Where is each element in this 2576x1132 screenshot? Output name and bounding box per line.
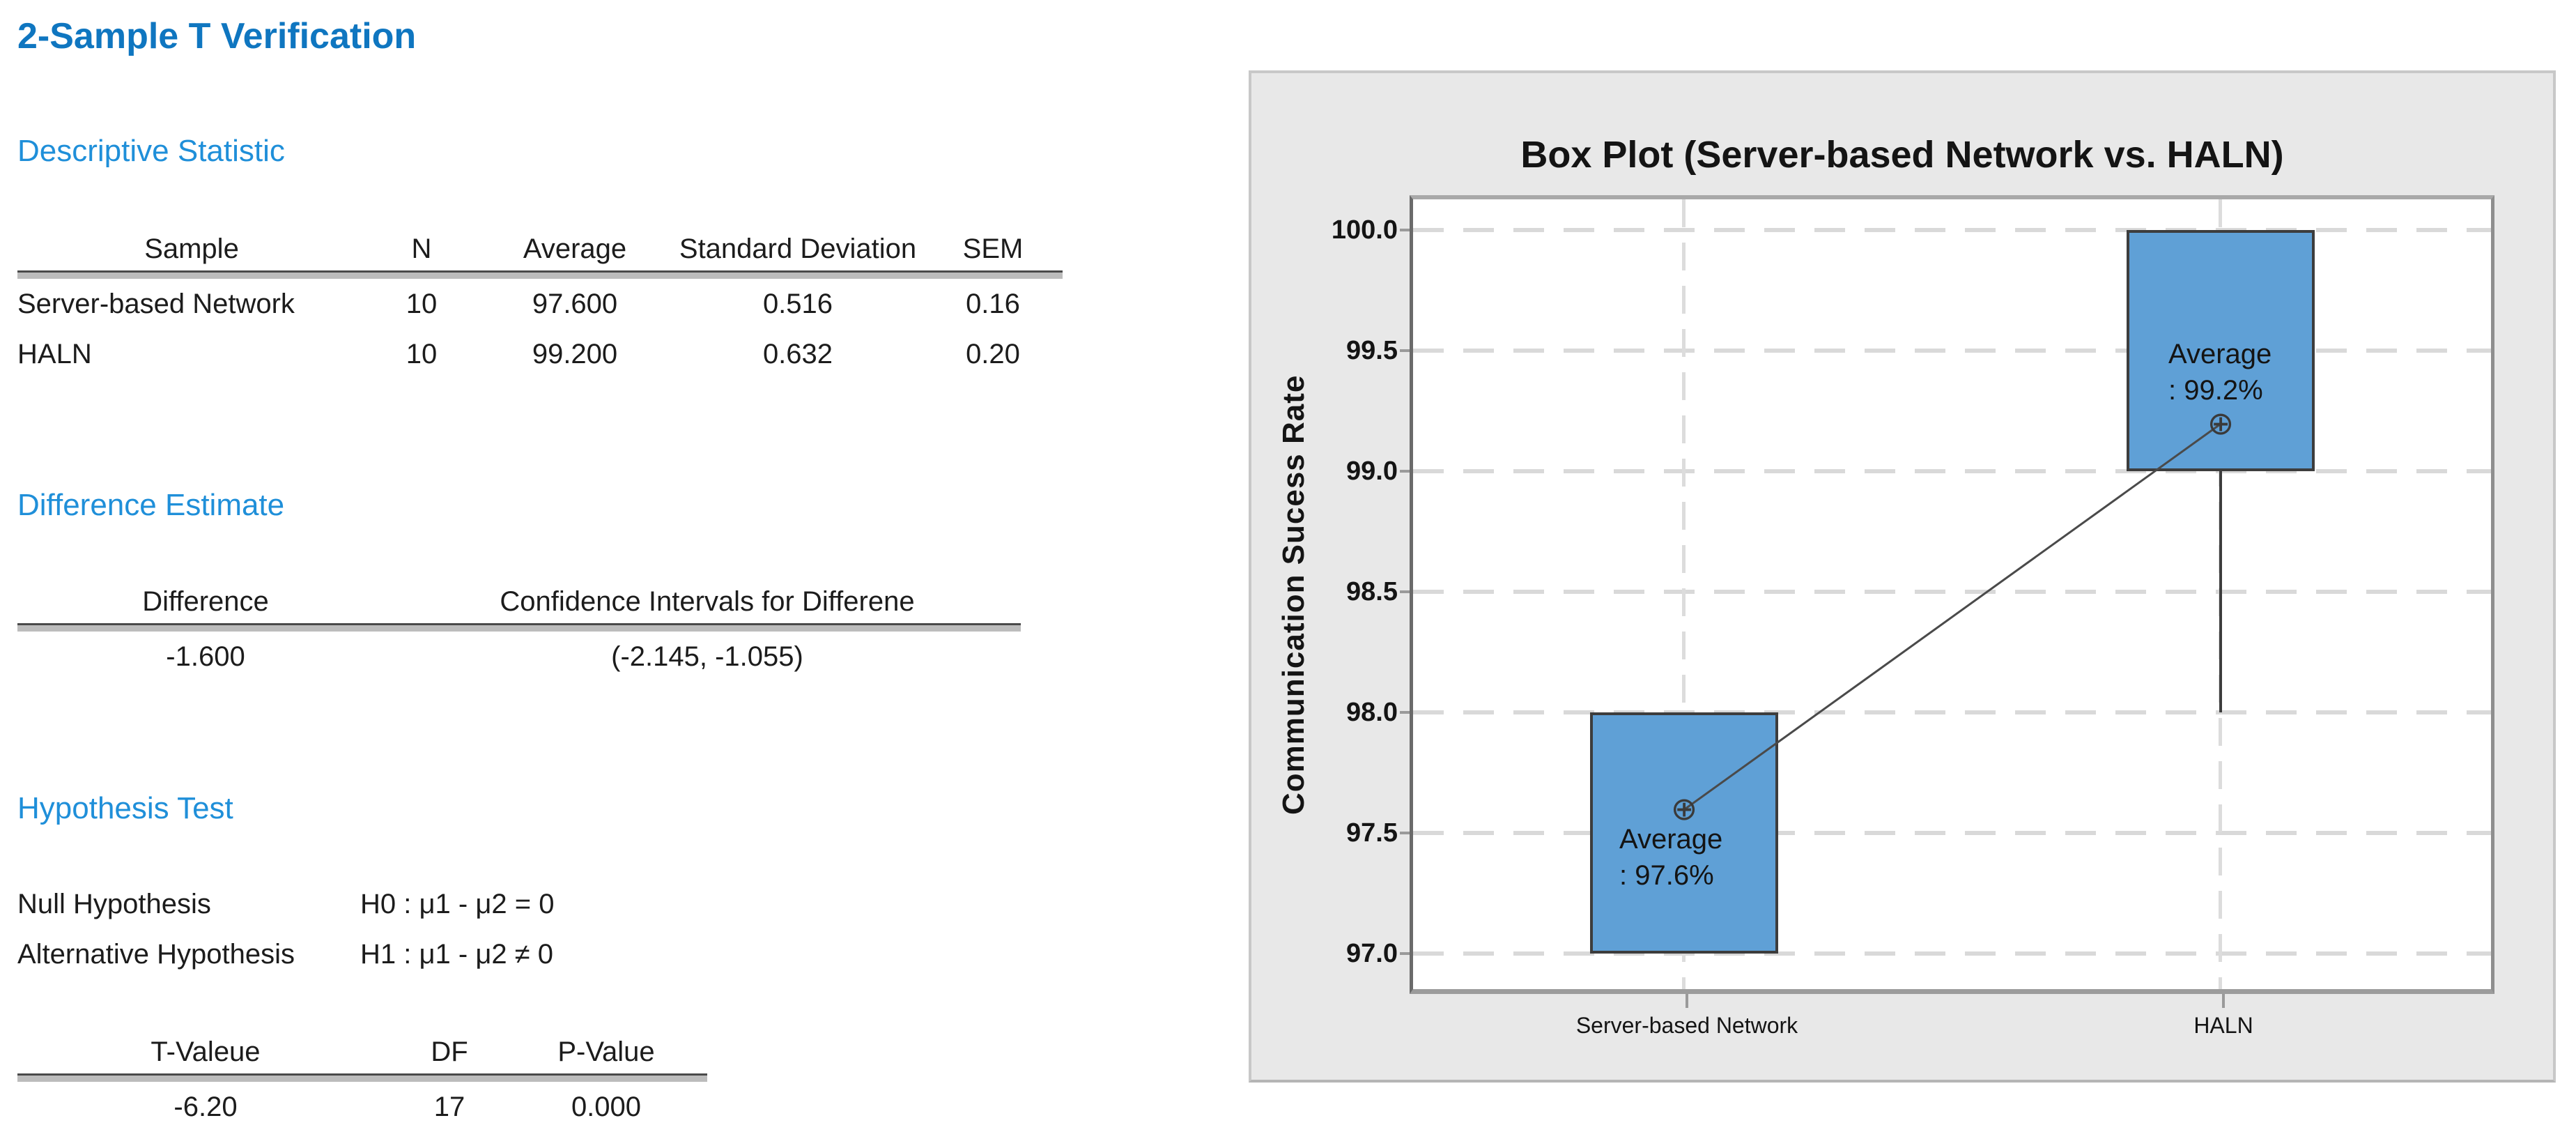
cell-n: 10 <box>406 288 438 319</box>
y-tick-mark <box>1400 229 1410 231</box>
column-header-tvalue: T-Valeue <box>151 1037 261 1067</box>
y-tick-mark <box>1400 349 1410 352</box>
y-tick-label: 97.5 <box>1346 818 1398 848</box>
cell-difference: -1.600 <box>166 641 245 672</box>
y-tick-mark <box>1400 711 1410 714</box>
y-tick-label: 98.0 <box>1346 698 1398 727</box>
y-tick-mark <box>1400 832 1410 834</box>
cell-n: 10 <box>406 338 438 369</box>
column-header-sample: Sample <box>144 234 239 264</box>
gridline-97.0 <box>1413 951 2491 956</box>
column-header-difference: Difference <box>142 586 269 617</box>
annotation-haln-average: Average : 99.2% <box>2168 336 2272 408</box>
average-connector-line <box>1683 422 2222 811</box>
gridline-98.5 <box>1413 590 2491 594</box>
y-tick-label: 99.5 <box>1346 336 1398 365</box>
cell-sem: 0.20 <box>966 338 1020 369</box>
header-rule <box>17 623 1021 632</box>
alternative-hypothesis-label: Alternative Hypothesis <box>17 938 295 970</box>
annotation-line: : 97.6% <box>1619 860 1714 891</box>
cell-tvalue: -6.20 <box>173 1091 238 1122</box>
cell-average: 99.200 <box>532 338 618 369</box>
y-tick-mark <box>1400 590 1410 593</box>
annotation-line: : 99.2% <box>2168 375 2263 406</box>
cell-stddev: 0.516 <box>762 288 833 319</box>
column-header-n: N <box>411 234 432 264</box>
cell-sem: 0.16 <box>966 288 1020 319</box>
gridline-98.0 <box>1413 710 2491 714</box>
box-haln <box>2127 230 2315 471</box>
y-tick-label: 100.0 <box>1331 215 1398 245</box>
page-title: 2-Sample T Verification <box>17 16 417 56</box>
null-hypothesis-row: Null Hypothesis H0 : μ1 - μ2 = 0 <box>17 885 554 923</box>
table-header-row: Sample N Average Standard Deviation SEM <box>17 227 1063 270</box>
chart-title: Box Plot (Server-based Network vs. HALN) <box>1520 134 2284 176</box>
gridline-97.5 <box>1413 831 2491 835</box>
y-tick-label: 99.0 <box>1346 457 1398 486</box>
annotation-line: Average <box>2168 339 2272 369</box>
section-heading-hypothesis: Hypothesis Test <box>17 791 233 825</box>
table-row: -1.600 (-2.145, -1.055) <box>17 632 1021 682</box>
cell-average: 97.600 <box>532 288 618 319</box>
gridline-100.0 <box>1413 228 2491 232</box>
cell-pvalue: 0.000 <box>571 1091 642 1122</box>
header-rule <box>17 270 1063 279</box>
cell-ci: (-2.145, -1.055) <box>611 641 803 672</box>
section-heading-difference: Difference Estimate <box>17 488 285 522</box>
gridline-99.0 <box>1413 469 2491 473</box>
section-heading-descriptive: Descriptive Statistic <box>17 134 285 168</box>
column-header-stddev: Standard Deviation <box>679 234 917 264</box>
alternative-hypothesis-row: Alternative Hypothesis H1 : μ1 - μ2 ≠ 0 <box>17 935 553 973</box>
gridline-99.5 <box>1413 349 2491 353</box>
column-header-sem: SEM <box>962 234 1024 264</box>
cell-stddev: 0.632 <box>762 338 833 369</box>
t-test-result-table: T-Valeue DF P-Value -6.20 17 0.000 <box>17 1030 707 1132</box>
boxplot-panel: Box Plot (Server-based Network vs. HALN)… <box>1249 70 2556 1083</box>
table-header-row: T-Valeue DF P-Value <box>17 1030 707 1073</box>
annotation-server-average: Average : 97.6% <box>1619 821 1722 894</box>
y-axis-title: Communication Sucess Rate <box>1277 374 1311 815</box>
gridline-category-server <box>1682 199 1686 989</box>
header-rule <box>17 1073 707 1082</box>
null-hypothesis-formula: H0 : μ1 - μ2 = 0 <box>360 888 555 919</box>
null-hypothesis-label: Null Hypothesis <box>17 888 211 919</box>
average-marker-haln: ⊕ <box>2207 404 2235 442</box>
table-row: HALN 10 99.200 0.632 0.20 <box>17 329 1063 379</box>
difference-estimate-table: Difference Confidence Intervals for Diff… <box>17 580 1021 682</box>
y-tick-label: 97.0 <box>1346 939 1398 968</box>
y-tick-mark <box>1400 470 1410 473</box>
cell-sample: HALN <box>17 338 92 369</box>
table-row: -6.20 17 0.000 <box>17 1082 707 1132</box>
x-tick-mark <box>2222 994 2225 1008</box>
x-category-label-server: Server-based Network <box>1575 1013 1798 1038</box>
column-header-average: Average <box>523 234 627 264</box>
cell-sample: Server-based Network <box>17 288 295 319</box>
haln-whisker <box>2219 471 2222 712</box>
cell-df: 17 <box>433 1091 465 1122</box>
box-server-based-network <box>1590 712 1778 954</box>
column-header-pvalue: P-Value <box>557 1037 655 1067</box>
alternative-hypothesis-formula: H1 : μ1 - μ2 ≠ 0 <box>360 938 554 970</box>
descriptive-statistics-table: Sample N Average Standard Deviation SEM … <box>17 227 1063 379</box>
average-marker-server: ⊕ <box>1670 790 1698 827</box>
plot-area: ⊕ ⊕ Average : 97.6% Average : 99.2% <box>1410 195 2494 994</box>
y-tick-mark <box>1400 952 1410 955</box>
x-category-label-haln: HALN <box>2193 1013 2253 1038</box>
table-header-row: Difference Confidence Intervals for Diff… <box>17 580 1021 623</box>
column-header-df: DF <box>431 1037 468 1067</box>
annotation-line: Average <box>1619 824 1723 855</box>
column-header-ci: Confidence Intervals for Differene <box>500 586 915 617</box>
x-tick-mark <box>1686 994 1688 1008</box>
table-row: Server-based Network 10 97.600 0.516 0.1… <box>17 279 1063 329</box>
y-tick-label: 98.5 <box>1346 577 1398 606</box>
